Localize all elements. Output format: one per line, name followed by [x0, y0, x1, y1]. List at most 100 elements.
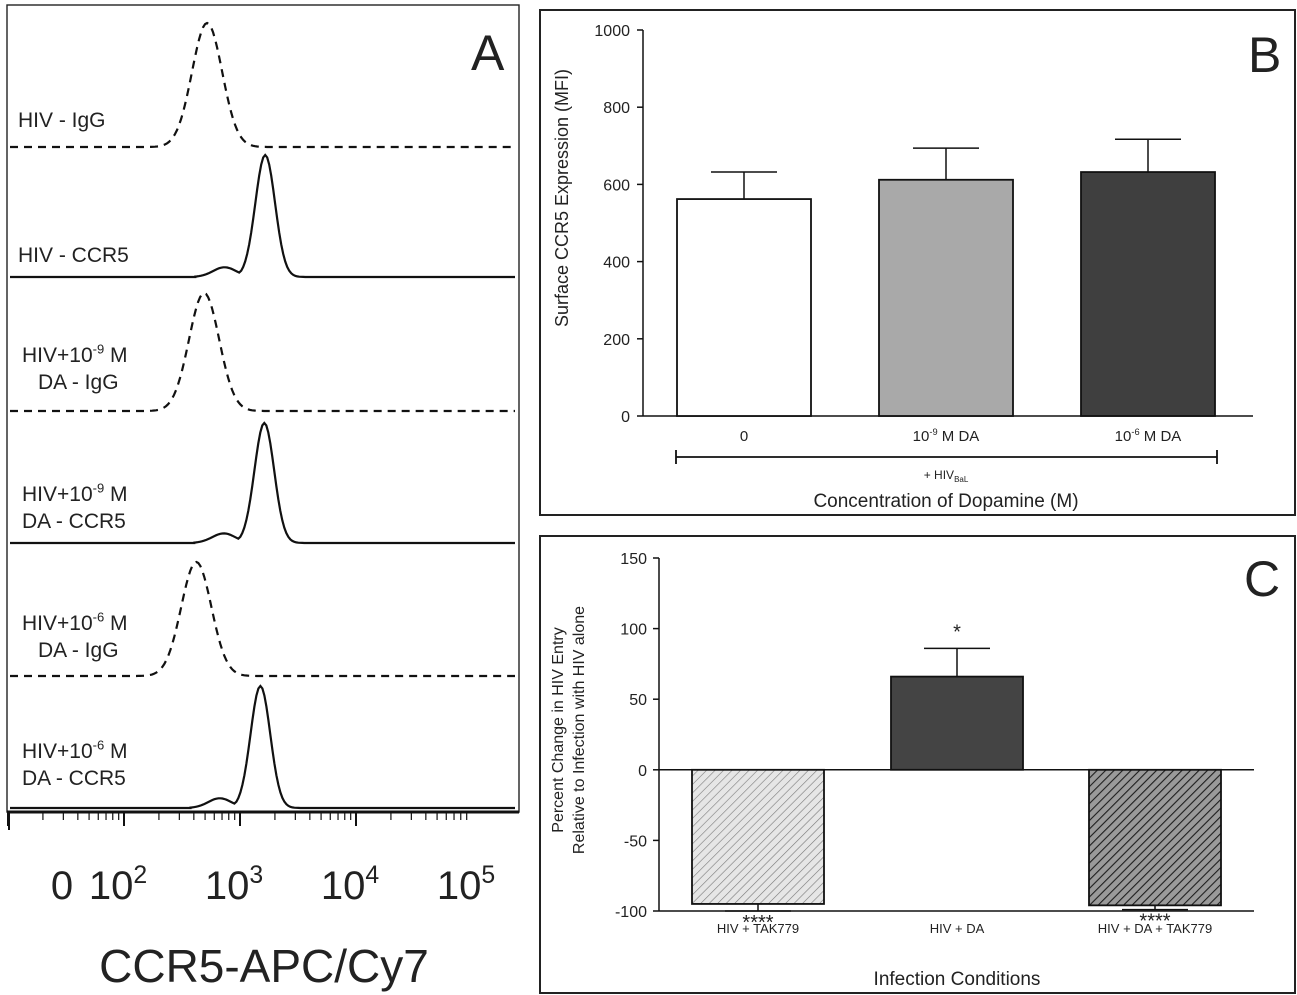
tick-label-a-sup: 3: [249, 862, 263, 889]
bracket-label-sub: BaL: [954, 475, 969, 484]
tick-label-a: 104: [321, 862, 380, 908]
panel-b-frame: [539, 9, 1296, 516]
track-label-tail: M: [104, 740, 127, 763]
y-tick-label-c: 50: [629, 692, 647, 709]
track-label-sup: -9: [93, 481, 105, 496]
bar-c: [691, 768, 825, 905]
track-label: HIV+10-6 M: [22, 738, 128, 763]
track-label: HIV+10-9 M: [22, 481, 128, 506]
tick-label-a-base: 10: [437, 864, 482, 908]
y-tick-label-b: 600: [603, 177, 630, 194]
bar-b: [878, 178, 1014, 417]
y-tick-label-c: 150: [620, 551, 647, 568]
significance-marker-c: ****: [1139, 911, 1170, 933]
tick-label-a-sup: 5: [481, 862, 495, 889]
category-label-c: HIV + DA: [930, 921, 985, 936]
category-label-b: 10-6 M DA: [1115, 427, 1182, 445]
x-axis-label-b: Concentration of Dopamine (M): [813, 491, 1078, 512]
bar-c: [1088, 768, 1222, 907]
significance-marker-c: *: [953, 621, 961, 643]
y-tick-label-b: 400: [603, 255, 630, 272]
track-label: DA - CCR5: [22, 510, 126, 533]
tick-label-a-base: 10: [321, 864, 366, 908]
histogram-track: [10, 21, 515, 149]
bar-c: [890, 675, 1024, 771]
category-label-b-sup: -9: [929, 427, 937, 437]
tick-label-a-base: 0: [51, 864, 73, 908]
tick-label-a: 102: [89, 862, 147, 908]
tick-label-a-base: 10: [89, 864, 134, 908]
panel-a-letter: A: [471, 25, 505, 81]
y-tick-label-b: 200: [603, 332, 630, 349]
track-label-base: DA - CCR5: [22, 767, 126, 790]
track-label: HIV - CCR5: [18, 244, 129, 267]
tick-label-a-sup: 2: [133, 862, 147, 889]
track-label-tail: M: [104, 483, 127, 506]
tick-label-a: 105: [437, 862, 495, 908]
category-label-b-tail: M DA: [938, 428, 980, 445]
track-label-tail: M: [104, 344, 127, 367]
histogram-track: [10, 153, 515, 279]
x-axis-label-a: CCR5-APC/Cy7: [99, 940, 429, 992]
category-label-c: HIV + DA + TAK779: [1098, 921, 1212, 936]
tick-label-a-base: 10: [205, 864, 250, 908]
histogram-track: [10, 684, 515, 810]
y-axis-label-c-line2: Relative to Infection with HIV alone: [571, 606, 588, 854]
bracket-label-base: + HIV: [924, 468, 954, 482]
track-label-base: DA - CCR5: [22, 510, 126, 533]
histogram-track: [10, 421, 515, 545]
track-label-base: HIV+10: [22, 344, 93, 367]
category-label-b-sup: -6: [1131, 427, 1139, 437]
histogram-track: [10, 560, 515, 678]
x-axis-label-c: Infection Conditions: [874, 969, 1041, 990]
y-tick-label-c: 0: [638, 763, 647, 780]
category-label-b-base: 10: [913, 428, 930, 445]
category-label-b: 10-9 M DA: [913, 427, 980, 445]
significance-marker-c: ****: [742, 912, 773, 934]
track-label: DA - IgG: [38, 371, 119, 394]
track-label-base: HIV+10: [22, 612, 93, 635]
y-tick-label-c: -50: [624, 833, 647, 850]
category-label-b-base: 10: [1115, 428, 1132, 445]
tick-label-a-sup: 4: [365, 862, 379, 889]
track-label-base: DA - IgG: [38, 371, 119, 394]
category-label-b-base: 0: [740, 428, 748, 445]
track-label-base: HIV+10: [22, 740, 93, 763]
y-axis-label-c-line1: Percent Change in HIV Entry: [550, 627, 567, 832]
panel-b-letter: B: [1248, 27, 1281, 83]
category-label-b-tail: M DA: [1140, 428, 1182, 445]
category-label-c: HIV + TAK779: [717, 921, 799, 936]
tick-label-a: 0: [51, 864, 73, 908]
y-tick-label-b: 800: [603, 100, 630, 117]
track-label: DA - IgG: [38, 639, 119, 662]
y-axis-label-b: Surface CCR5 Expression (MFI): [552, 69, 572, 327]
track-label-sup: -6: [93, 610, 105, 625]
track-label-base: HIV+10: [22, 483, 93, 506]
track-label-base: HIV - CCR5: [18, 244, 129, 267]
track-label-tail: M: [104, 612, 127, 635]
track-label: HIV+10-6 M: [22, 610, 128, 635]
panel-c-letter: C: [1244, 551, 1280, 607]
x-axis-a: 0 102 103 104 105: [7, 810, 519, 908]
track-label-base: DA - IgG: [38, 639, 119, 662]
track-label-sup: -9: [93, 342, 105, 357]
bracket-label-b: + HIVBaL: [924, 468, 969, 484]
bar-b: [1080, 171, 1216, 417]
category-label-b: 0: [740, 428, 748, 445]
y-tick-label-c: -100: [615, 904, 647, 921]
bar-b: [676, 198, 812, 417]
track-label: DA - CCR5: [22, 767, 126, 790]
track-label: HIV+10-9 M: [22, 342, 128, 367]
track-label: HIV - IgG: [18, 109, 106, 132]
track-label-base: HIV - IgG: [18, 109, 106, 132]
y-tick-label-c: 100: [620, 622, 647, 639]
panel-c-frame: [539, 535, 1296, 994]
y-tick-label-b: 0: [621, 409, 630, 426]
